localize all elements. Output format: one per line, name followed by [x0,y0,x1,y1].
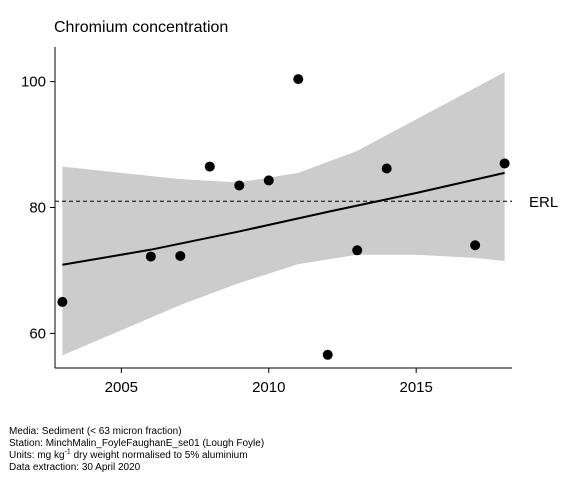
footer-station: Station: MinchMalin_FoyleFaughanE_se01 (… [9,438,265,449]
x-tick-label: 2010 [252,379,285,396]
footer-extraction: Data extraction: 30 April 2020 [9,462,141,473]
data-point [263,175,274,186]
data-point [204,161,215,172]
data-point [175,250,186,261]
data-point [57,296,68,307]
data-point [322,349,333,360]
y-tick-label: 80 [29,200,46,217]
x-tick-label: 2015 [399,379,432,396]
data-point [499,158,510,169]
footer-units: Units: mg kg-1 dry weight normalised to … [9,448,264,462]
erl-label: ERL [529,194,558,211]
trend-line [62,171,505,266]
footer-units-suffix: dry weight normalised to 5% aluminium [70,450,248,461]
y-tick-label: 100 [21,74,46,91]
chart-footer: Media: Sediment (< 63 micron fraction) S… [9,426,264,474]
data-point [234,180,245,191]
data-point [381,163,392,174]
y-tick-label: 60 [29,325,46,342]
footer-units-exponent: -1 [64,448,71,456]
data-point [293,74,304,85]
footer-media: Media: Sediment (< 63 micron fraction) [9,426,182,437]
data-point [352,245,363,256]
data-point [470,240,481,251]
confidence-band [62,72,505,356]
data-point [145,251,156,262]
x-tick-label: 2005 [105,379,138,396]
footer-units-prefix: Units: mg kg [9,450,65,461]
chart-title: Chromium concentration [54,19,229,36]
